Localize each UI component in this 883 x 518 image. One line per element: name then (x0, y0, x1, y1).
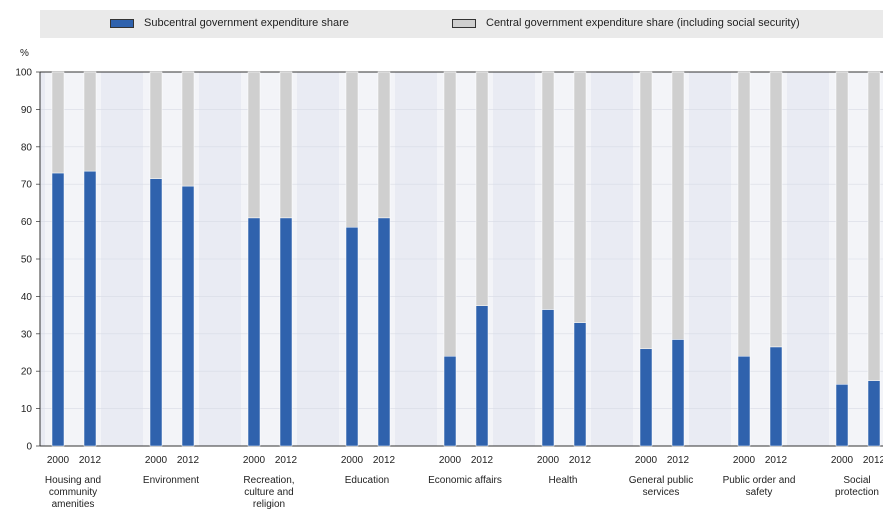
bar-subcentral (835, 384, 849, 447)
x-group-label-line: Housing and (45, 475, 101, 486)
x-group-label-line: culture and (244, 487, 293, 498)
x-tick-year: 2012 (275, 455, 298, 466)
bar-central (345, 71, 359, 228)
y-tick-label: 20 (21, 367, 33, 378)
bar-subcentral (345, 226, 359, 447)
bar-central (671, 71, 685, 340)
x-group-label-line: protection (835, 487, 879, 498)
y-tick-label: 0 (26, 442, 32, 453)
x-group-label-line: Economic affairs (428, 475, 502, 486)
x-group-label: Economic affairs (428, 475, 502, 486)
legend-label-central: Central government expenditure share (in… (486, 17, 800, 29)
legend: Subcentral government expenditure share … (40, 10, 883, 38)
legend-swatch-central (452, 18, 476, 28)
x-group-label: Social protection (835, 475, 879, 498)
bar-central (475, 71, 489, 306)
x-tick-year: 2012 (177, 455, 200, 466)
legend-item-subcentral: Subcentral government expenditure share (110, 17, 349, 29)
bar-central (51, 71, 65, 174)
bar-subcentral (181, 185, 195, 447)
x-tick-year: 2012 (471, 455, 494, 466)
x-group-label: Environment (143, 475, 199, 486)
x-group-label: Housing and community amenities (45, 475, 101, 510)
bar-subcentral (149, 178, 163, 447)
x-tick-year: 2000 (733, 455, 756, 466)
bar-central (541, 71, 555, 310)
x-group-label-line: Public order and (723, 475, 796, 486)
x-group-label-line: Social (843, 475, 870, 486)
y-tick-label: 30 (21, 329, 33, 340)
x-group-label-line: amenities (52, 499, 95, 510)
bar-subcentral (639, 348, 653, 447)
y-tick-label: 90 (21, 105, 33, 116)
bar-central (83, 71, 97, 172)
x-group-label: Education (345, 475, 389, 486)
bar-central (443, 71, 457, 357)
x-group-label: Health (549, 475, 578, 486)
x-tick-year: 2000 (341, 455, 364, 466)
bar-central (377, 71, 391, 219)
bar-subcentral (247, 217, 261, 447)
bar-subcentral (671, 339, 685, 447)
bar-central (573, 71, 587, 323)
bar-central (181, 71, 195, 187)
bar-central (835, 71, 849, 385)
y-tick-label: 80 (21, 142, 33, 153)
x-tick-year: 2012 (765, 455, 788, 466)
x-tick-year: 2000 (439, 455, 462, 466)
x-group-label-line: community (49, 487, 97, 498)
x-group-label: Public order and safety (723, 475, 796, 498)
x-group-label-line: religion (253, 499, 285, 510)
y-tick-label: 50 (21, 255, 33, 266)
x-tick-year: 2012 (79, 455, 102, 466)
x-group-label-line: Health (549, 475, 578, 486)
x-tick-year: 2012 (863, 455, 883, 466)
x-tick-year: 2000 (47, 455, 70, 466)
bar-subcentral (867, 380, 881, 447)
y-tick-label: 100 (15, 68, 32, 79)
y-tick-label: 70 (21, 180, 33, 191)
bar-subcentral (377, 217, 391, 447)
bar-subcentral (279, 217, 293, 447)
bar-subcentral (443, 355, 457, 447)
bar-central (639, 71, 653, 350)
bar-central (737, 71, 751, 357)
bar-central (769, 71, 783, 348)
bar-subcentral (573, 322, 587, 447)
x-group-label: General public services (629, 475, 693, 498)
bar-central (867, 71, 881, 381)
y-tick-label: 10 (21, 404, 33, 415)
x-tick-year: 2012 (667, 455, 690, 466)
bar-central (279, 71, 293, 219)
x-group-label-line: Education (345, 475, 389, 486)
x-group-label: Recreation, culture and religion (243, 475, 294, 510)
x-tick-year: 2000 (145, 455, 168, 466)
bar-central (149, 71, 163, 179)
bar-subcentral (51, 172, 65, 447)
bar-subcentral (475, 305, 489, 447)
bar-subcentral (769, 346, 783, 447)
legend-swatch-subcentral (110, 18, 134, 28)
x-tick-year: 2012 (373, 455, 396, 466)
legend-item-central: Central government expenditure share (in… (452, 17, 800, 29)
bar-subcentral (83, 170, 97, 447)
bar-central (247, 71, 261, 219)
bar-subcentral (541, 309, 555, 447)
x-tick-year: 2000 (537, 455, 560, 466)
x-group-label-line: Environment (143, 475, 199, 486)
y-axis-label: % (20, 48, 29, 59)
y-tick-label: 40 (21, 292, 33, 303)
y-tick-label: 60 (21, 217, 33, 228)
bar-subcentral (737, 355, 751, 447)
x-group-label-line: services (643, 487, 680, 498)
x-tick-year: 2000 (243, 455, 266, 466)
x-group-label-line: Recreation, (243, 475, 294, 486)
x-group-label-line: General public (629, 475, 693, 486)
legend-label-subcentral: Subcentral government expenditure share (144, 17, 349, 29)
x-group-label-line: safety (746, 487, 773, 498)
x-tick-year: 2000 (831, 455, 854, 466)
x-tick-year: 2000 (635, 455, 658, 466)
x-tick-year: 2012 (569, 455, 592, 466)
